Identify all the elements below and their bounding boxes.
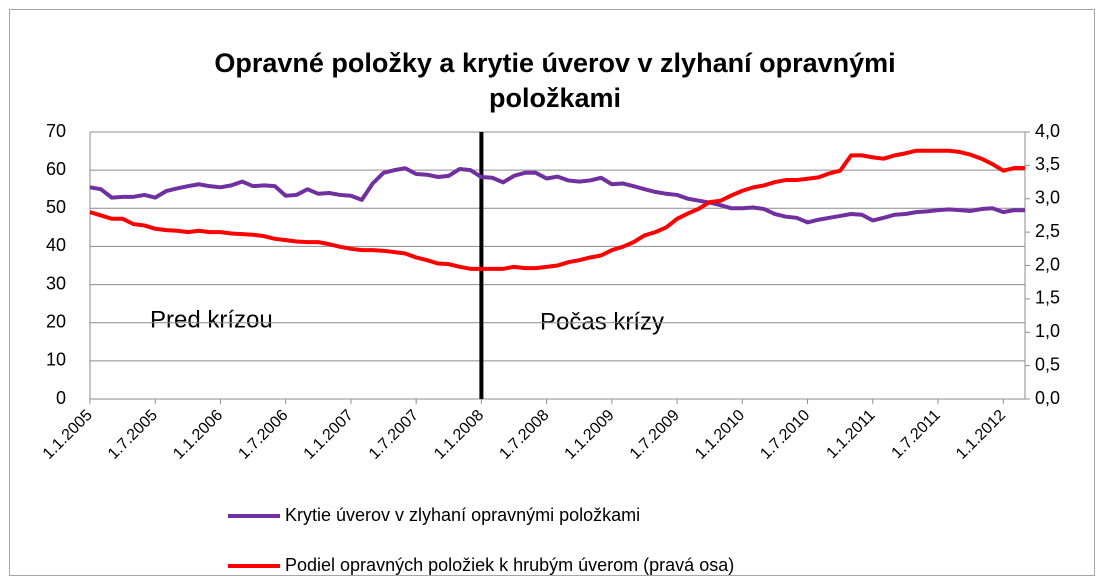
x-tick-label: 1.7.2005 xyxy=(105,407,161,463)
y-tick-label: 0 xyxy=(56,388,66,408)
legend-label: Krytie úverov v zlyhaní opravnými položk… xyxy=(285,505,640,525)
x-tick-label: 1.7.2009 xyxy=(627,407,683,463)
y2-tick-label: 2,0 xyxy=(1035,254,1060,274)
x-tick-label: 1.7.2008 xyxy=(496,407,552,463)
x-tick-label: 1.1.2006 xyxy=(170,407,226,463)
y2-tick-label: 3,5 xyxy=(1035,154,1060,174)
y-tick-label: 60 xyxy=(46,159,66,179)
x-tick-label: 1.1.2012 xyxy=(953,407,1009,463)
y-tick-label: 70 xyxy=(46,121,66,141)
y2-tick-label: 1,5 xyxy=(1035,288,1060,308)
x-tick-label: 1.7.2006 xyxy=(235,407,291,463)
chart-border xyxy=(9,9,1095,576)
y2-tick-label: 2,5 xyxy=(1035,221,1060,241)
y-tick-label: 20 xyxy=(46,311,66,331)
y-tick-label: 30 xyxy=(46,273,66,293)
y2-tick-label: 3,0 xyxy=(1035,188,1060,208)
annotation: Počas krízy xyxy=(540,308,664,335)
y2-tick-label: 1,0 xyxy=(1035,321,1060,341)
x-tick-label: 1.1.2011 xyxy=(823,407,878,462)
y2-tick-label: 0,5 xyxy=(1035,354,1060,374)
x-tick-label: 1.1.2010 xyxy=(692,407,748,463)
x-tick-label: 1.1.2005 xyxy=(40,407,96,463)
y2-tick-label: 4,0 xyxy=(1035,121,1060,141)
x-tick-label: 1.1.2009 xyxy=(562,407,618,463)
y-tick-label: 10 xyxy=(46,350,66,370)
y-tick-label: 50 xyxy=(46,197,66,217)
x-tick-label: 1.7.2007 xyxy=(366,407,422,463)
legend-label: Podiel opravných položiek k hrubým úvero… xyxy=(285,555,734,575)
chart-title: Opravné položky a krytie úverov v zlyhan… xyxy=(214,48,896,113)
y-tick-label: 40 xyxy=(46,235,66,255)
annotation: Pred krízou xyxy=(150,306,273,333)
series-line xyxy=(89,166,1025,225)
x-tick-label: 1.7.2011 xyxy=(889,407,944,462)
x-tick-label: 1.1.2007 xyxy=(301,407,357,463)
x-tick-label: 1.1.2008 xyxy=(431,407,487,463)
x-tick-label: 1.7.2010 xyxy=(757,407,813,463)
series-line xyxy=(89,148,1025,271)
y2-tick-label: 0,0 xyxy=(1035,388,1060,408)
